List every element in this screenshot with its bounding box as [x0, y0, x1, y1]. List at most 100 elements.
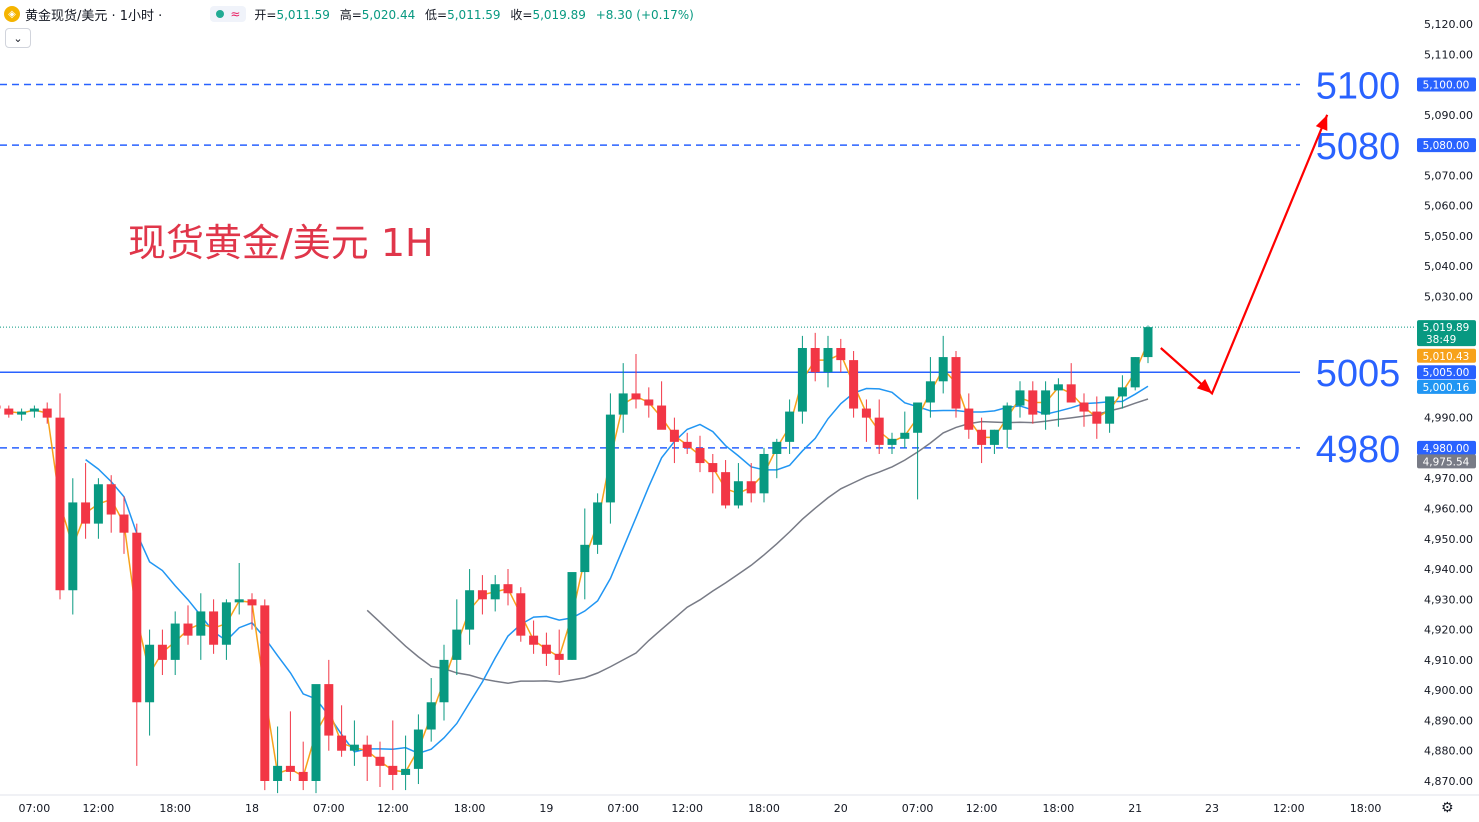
candle-body	[68, 502, 78, 591]
candle-body	[695, 447, 705, 464]
chart-header: ◈ 黄金现货/美元 · 1小时 · ≈ 开=5,011.59 高=5,020.4…	[4, 4, 700, 24]
candle-body	[887, 438, 897, 445]
settings-gear-icon[interactable]: ⚙	[1441, 800, 1454, 816]
projection-arrow-path	[1160, 114, 1329, 396]
candle-body	[119, 514, 129, 533]
candle-body	[234, 599, 244, 603]
candle-body	[1143, 327, 1153, 358]
candle-body	[55, 417, 65, 591]
candle-body	[797, 347, 807, 412]
candle-body	[183, 623, 193, 636]
symbol-title[interactable]: 黄金现货/美元 · 1小时 ·	[25, 8, 163, 24]
collapse-legend-button[interactable]: ⌄	[5, 28, 31, 48]
candle-body	[721, 472, 731, 506]
x-tick-label: 18:00	[1350, 802, 1382, 815]
candle-body	[452, 629, 462, 660]
candle-body	[989, 429, 999, 445]
y-tick-label: 4,910.00	[1424, 654, 1473, 667]
candle-body	[708, 463, 718, 473]
candle-body	[221, 602, 231, 645]
y-tick-label: 5,090.00	[1424, 109, 1473, 122]
candle-body	[465, 590, 475, 630]
candle-body	[605, 414, 615, 503]
close-label: 收=	[510, 7, 533, 22]
candle-body	[861, 408, 871, 418]
high-label: 高=	[339, 7, 362, 22]
market-status-pill[interactable]: ≈	[210, 6, 247, 22]
price-tag-label: 5,010.43	[1423, 351, 1470, 363]
candle-body	[618, 393, 628, 415]
candle-body	[1105, 396, 1115, 424]
y-tick-label: 4,880.00	[1424, 745, 1473, 758]
price-tag-label: 4,980.00	[1423, 443, 1470, 455]
candle-body	[196, 611, 206, 636]
candle-body	[503, 584, 513, 594]
ma-mid-line	[85, 385, 1149, 755]
candle-body	[593, 502, 603, 545]
candle-body	[951, 357, 961, 409]
y-tick-label: 5,060.00	[1424, 200, 1473, 213]
candle-body	[580, 544, 590, 573]
candle-body	[631, 393, 641, 400]
candle-body	[938, 357, 948, 382]
x-tick-label: 07:00	[19, 802, 51, 815]
approx-icon: ≈	[230, 7, 241, 21]
candle-body	[81, 502, 91, 524]
candle-body	[836, 347, 846, 361]
candle-body	[541, 644, 551, 654]
low-label: 低=	[425, 7, 448, 22]
candle-body	[132, 532, 142, 703]
candle-body	[925, 381, 935, 403]
price-tag	[1417, 77, 1476, 92]
candle-body	[733, 481, 743, 506]
level-label-5005: 5005	[1316, 353, 1401, 395]
candle-body	[477, 590, 487, 600]
chevron-down-icon: ⌄	[13, 31, 23, 45]
candle-body	[1015, 390, 1025, 406]
candle-body	[1117, 387, 1127, 397]
candle-body	[823, 347, 833, 373]
candle-body	[401, 768, 411, 775]
candle-body	[93, 484, 103, 524]
arrowhead-up	[1315, 114, 1328, 131]
candle-body	[388, 765, 398, 775]
candle-body	[0, 405, 1, 409]
x-tick-label: 12:00	[83, 802, 115, 815]
candle-body	[849, 360, 859, 409]
candle-body	[247, 599, 257, 606]
candle-body	[1028, 390, 1038, 415]
y-tick-label: 4,940.00	[1424, 563, 1473, 576]
candle-body	[490, 584, 500, 600]
candle-body	[170, 623, 180, 660]
candle-body	[439, 659, 449, 703]
price-tag	[1417, 379, 1476, 394]
candle-body	[977, 429, 987, 445]
price-tag-label: 5,005.00	[1423, 367, 1470, 379]
candle-body	[1041, 390, 1051, 415]
change-value: +8.30 (+0.17%)	[595, 7, 694, 22]
candle-body	[682, 441, 692, 448]
price-tag	[1417, 320, 1476, 347]
y-tick-label: 5,070.00	[1424, 169, 1473, 182]
candle-body	[1130, 357, 1140, 388]
price-tag	[1417, 365, 1476, 380]
candle-body	[644, 399, 654, 406]
candle-body	[311, 684, 321, 781]
candle-body	[106, 484, 116, 515]
candle-body	[426, 702, 436, 730]
y-tick-label: 4,900.00	[1424, 684, 1473, 697]
candle-body	[554, 653, 564, 660]
price-tag	[1417, 454, 1476, 469]
y-tick-label: 5,040.00	[1424, 260, 1473, 273]
price-tag	[1417, 440, 1476, 455]
price-tag-label: 5,019.89	[1423, 322, 1470, 334]
candle-body	[209, 611, 219, 645]
candle-body	[157, 644, 167, 660]
y-tick-label: 4,930.00	[1424, 593, 1473, 606]
x-tick-label: 07:00	[902, 802, 934, 815]
candle-body	[260, 605, 270, 781]
x-tick-label: 18:00	[748, 802, 780, 815]
level-label-5100: 5100	[1316, 66, 1401, 108]
candle-body	[17, 411, 27, 415]
